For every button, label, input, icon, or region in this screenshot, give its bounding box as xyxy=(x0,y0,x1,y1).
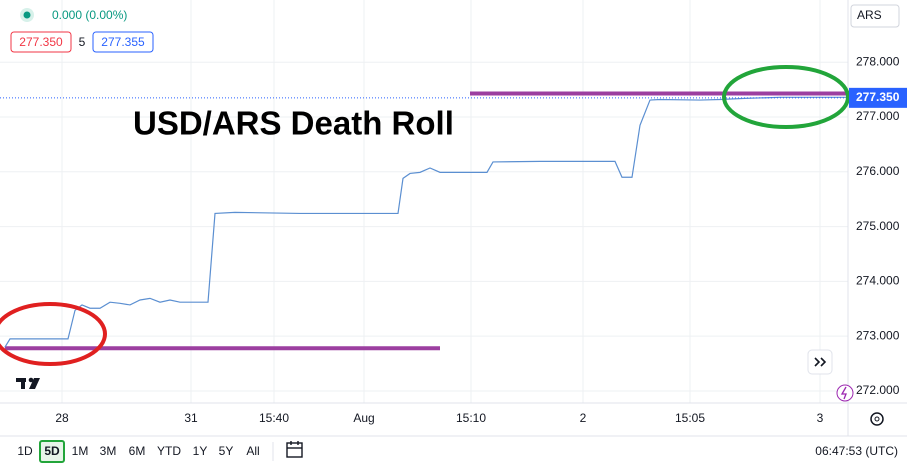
settings-core xyxy=(874,416,880,422)
plot xyxy=(0,91,848,351)
grid xyxy=(0,0,848,403)
y-tick-label: 272.000 xyxy=(856,383,900,397)
change: 0.000 (0.00%) xyxy=(52,8,127,22)
bid-box[interactable] xyxy=(10,31,72,53)
range-button[interactable]: All xyxy=(246,444,259,458)
ask-box[interactable] xyxy=(92,31,154,53)
x-tick-label: 2 xyxy=(580,411,587,425)
x-tick-label: 28 xyxy=(55,411,69,425)
y-tick-label: 277.000 xyxy=(856,109,900,123)
range-button[interactable]: 1D xyxy=(17,444,33,458)
red-circle xyxy=(0,302,107,366)
status-dot xyxy=(23,11,31,19)
price-line xyxy=(4,96,848,348)
range-button[interactable]: 5D xyxy=(44,444,60,458)
calendar-icon[interactable] xyxy=(286,441,303,458)
event-bolt xyxy=(840,386,847,400)
spread: 5 xyxy=(79,35,86,49)
x-tick-label: 15:40 xyxy=(259,411,289,425)
x-tick-label: 15:10 xyxy=(456,411,486,425)
x-tick-label: 15:05 xyxy=(675,411,705,425)
currency: ARS xyxy=(857,8,882,22)
last-price-tag xyxy=(849,87,907,108)
y-tick-label: 275.000 xyxy=(856,219,900,233)
x-tick-label: Aug xyxy=(353,411,374,425)
range-button[interactable]: 3M xyxy=(100,444,117,458)
scroll-icon xyxy=(814,357,827,367)
range-button[interactable]: 5Y xyxy=(219,444,234,458)
bid: 277.350 xyxy=(19,35,63,49)
range-button[interactable]: YTD xyxy=(157,444,181,458)
event-icon[interactable] xyxy=(836,384,854,402)
last-price-label: 277.350 xyxy=(856,90,900,104)
y-tick-label: 276.000 xyxy=(856,164,900,178)
settings-icon[interactable] xyxy=(870,412,884,426)
x-tick-label: 31 xyxy=(184,411,198,425)
y-tick-label: 278.000 xyxy=(856,54,900,68)
range-button[interactable]: 1M xyxy=(72,444,89,458)
x-tick-label: 3 xyxy=(817,411,824,425)
green-circle xyxy=(722,65,850,129)
ask: 277.355 xyxy=(101,35,145,49)
clock: 06:47:53 (UTC) xyxy=(815,444,898,458)
y-tick-label: 273.000 xyxy=(856,328,900,342)
range-selected xyxy=(39,440,65,463)
tv-logo xyxy=(16,377,40,389)
chart-title: USD/ARS Death Roll xyxy=(133,105,454,142)
range-button[interactable]: 6M xyxy=(129,444,146,458)
y-tick-label: 274.000 xyxy=(856,274,900,288)
currency-box[interactable] xyxy=(850,4,900,28)
toolbar: 1D 5D 1M 3M 6M YTD 1Y 5Y All xyxy=(17,440,260,463)
range-button[interactable]: 1Y xyxy=(193,444,208,458)
